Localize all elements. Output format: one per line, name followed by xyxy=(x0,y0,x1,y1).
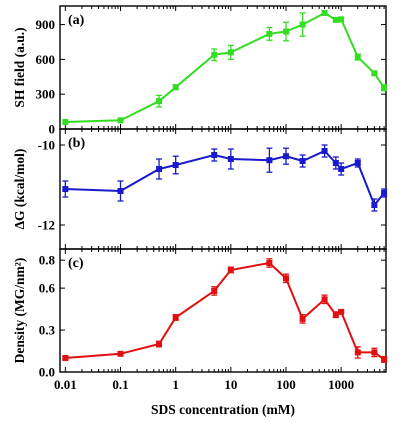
panel-label: (c) xyxy=(68,256,84,271)
data-point xyxy=(354,54,361,61)
data-point xyxy=(62,186,69,192)
plot-frame xyxy=(59,128,387,250)
panel-1: 0 300 600 900 SH field (a.u.) (a) xyxy=(12,5,388,137)
data-point xyxy=(266,30,273,37)
data-point xyxy=(321,148,328,154)
series-line xyxy=(65,11,385,123)
y-axis-label: SH field (a.u.) xyxy=(12,27,27,107)
y-axis-label: ΔG (kcal/mol) xyxy=(12,149,27,230)
x-tick-label: 0.01 xyxy=(54,377,77,392)
y-tick-label: 300 xyxy=(36,87,56,102)
data-point xyxy=(282,28,289,35)
plot-frame xyxy=(59,248,387,373)
data-point xyxy=(227,49,234,56)
y-tick-label: 0.8 xyxy=(39,253,56,268)
x-tick-label: 0.1 xyxy=(112,377,128,392)
data-point xyxy=(354,160,361,166)
data-point xyxy=(321,296,328,303)
data-point xyxy=(227,266,234,273)
y-tick-label: -12 xyxy=(38,218,55,233)
data-point xyxy=(117,350,124,357)
data-point xyxy=(282,153,289,160)
data-point xyxy=(299,21,306,28)
panels: 0 300 600 900 SH field (a.u.) (a) -12 -10 ΔG (kc… xyxy=(12,5,388,417)
data-point xyxy=(227,156,234,162)
data-point xyxy=(211,152,218,158)
data-point xyxy=(371,202,378,208)
data-point xyxy=(299,315,306,322)
y-axis-label: Density (MG/nm²) xyxy=(12,258,27,364)
y-tick-label: 0.0 xyxy=(39,365,55,380)
data-point xyxy=(338,16,345,23)
x-axis-label: SDS concentration (mM) xyxy=(151,402,295,417)
data-point xyxy=(282,275,289,282)
data-point xyxy=(371,349,378,356)
data-point xyxy=(381,356,388,363)
x-tick-label: 100 xyxy=(276,377,296,392)
x-tick-label: 1 xyxy=(172,377,179,392)
data-point xyxy=(156,341,163,348)
data-point xyxy=(172,162,179,168)
y-tick-label: 0 xyxy=(49,122,56,137)
y-tick-label: 600 xyxy=(36,52,56,67)
data-point xyxy=(211,51,218,58)
data-point xyxy=(156,98,163,105)
data-point xyxy=(156,166,163,172)
data-point xyxy=(62,119,69,126)
data-point xyxy=(172,314,179,321)
series-line xyxy=(65,261,385,361)
data-point xyxy=(371,70,378,77)
x-tick-label: 10 xyxy=(224,377,237,392)
data-point xyxy=(299,158,306,164)
data-point xyxy=(321,9,328,16)
data-point xyxy=(381,84,388,91)
data-point xyxy=(266,259,273,266)
data-point xyxy=(117,117,124,124)
x-tick-label: 1000 xyxy=(328,377,354,392)
panel-2: -12 -10 ΔG (kcal/mol) (b) xyxy=(12,128,388,250)
data-point xyxy=(332,311,339,318)
data-point xyxy=(338,166,345,172)
data-point xyxy=(381,190,388,196)
panel-3: 0.0 0.3 0.6 0.8 Density (MG/nm²) (c) 0.01 0.1 1 1… xyxy=(12,248,388,417)
data-point xyxy=(117,188,124,194)
data-point xyxy=(62,355,69,362)
data-point xyxy=(354,349,361,356)
data-point xyxy=(172,84,179,91)
plot-frame xyxy=(59,5,387,130)
data-point xyxy=(211,287,218,294)
data-point xyxy=(332,16,339,23)
y-tick-label: -10 xyxy=(38,138,55,153)
data-point xyxy=(338,308,345,315)
data-point xyxy=(332,160,339,166)
panel-label: (b) xyxy=(68,136,85,151)
y-tick-label: 900 xyxy=(36,17,56,32)
y-tick-label: 0.6 xyxy=(39,281,56,296)
y-tick-label: 0.3 xyxy=(39,323,56,338)
data-point xyxy=(266,157,273,164)
panel-label: (a) xyxy=(68,13,85,28)
